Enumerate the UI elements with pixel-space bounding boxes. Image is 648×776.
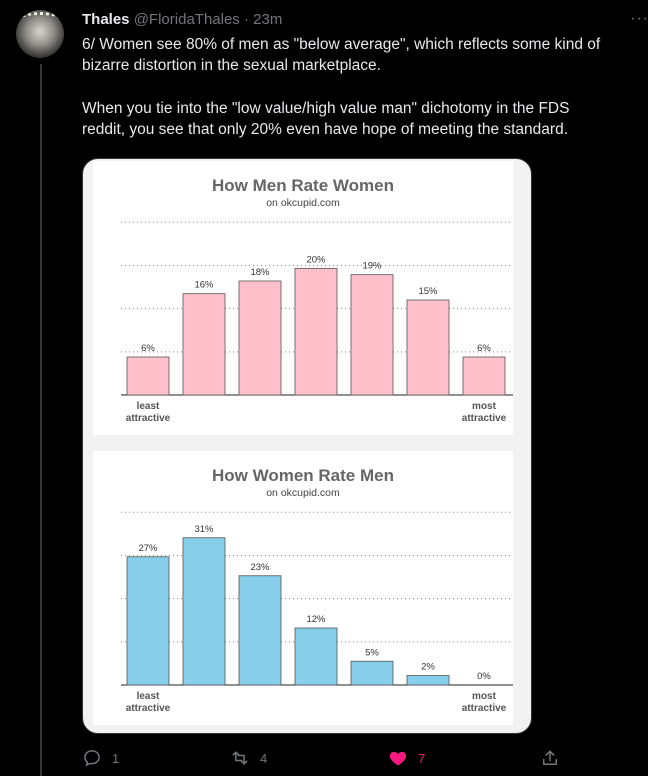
chart-value-label: 18% [250, 267, 270, 278]
chart-bar [182, 537, 226, 686]
chart-value-label: 12% [306, 614, 326, 625]
chart-value-label: 15% [418, 286, 438, 297]
chart-value-label: 19% [362, 261, 382, 272]
chart-axis-label-right: most [472, 691, 497, 702]
chart-subtitle: on okcupid.com [266, 487, 340, 499]
chart-bar [406, 299, 450, 396]
chart-axis-label-right: attractive [462, 703, 507, 714]
chart-bar [238, 575, 282, 686]
display-name[interactable]: Thales [82, 11, 130, 28]
chart-axis-label-left: least [137, 691, 160, 702]
tweet-actions: 1 4 7 [0, 748, 648, 770]
tweet-time[interactable]: 23m [253, 11, 283, 28]
chart-value-label: 31% [194, 524, 214, 535]
chart-axis-label-left: attractive [126, 703, 171, 714]
header-separator: · [239, 11, 254, 28]
like-button[interactable]: 7 [388, 748, 425, 768]
reply-count: 1 [112, 750, 120, 766]
chart-axis-label-right: attractive [462, 413, 507, 424]
chart-value-label: 16% [194, 280, 214, 291]
chart-bar [462, 356, 506, 396]
chart-title: How Women Rate Men [212, 466, 394, 485]
retweet-count: 4 [260, 750, 268, 766]
thread-line [40, 64, 42, 776]
more-options-icon[interactable]: ··· [630, 10, 648, 27]
chart-women-rate-men: How Women Rate Men on okcupid.com 27% 31% 23… [121, 466, 513, 714]
tweet-text-line: reddit, you see that only 20% even have … [82, 121, 568, 138]
retweet-button[interactable]: 4 [230, 748, 267, 768]
chart-bar [350, 274, 394, 396]
chart-bar [294, 267, 338, 396]
chart-title: How Men Rate Women [212, 176, 394, 195]
chart-axis-label-left: least [137, 401, 160, 412]
avatar[interactable] [16, 10, 64, 58]
chart-value-label: 6% [477, 343, 491, 354]
chart-value-label: 5% [365, 647, 379, 658]
tweet-header: Thales @FloridaThales · 23m [82, 10, 282, 30]
tweet-text-line: 6/ Women see 80% of men as "below averag… [82, 36, 601, 53]
chart-bar [406, 675, 450, 686]
heart-icon [389, 751, 407, 766]
chart-men-rate-women: How Men Rate Women on okcupid.com 6% 16% 18%… [121, 176, 513, 424]
like-count: 7 [418, 750, 426, 766]
chart-value-label: 0% [477, 671, 491, 682]
user-handle[interactable]: @FloridaThales [133, 11, 240, 28]
avatar-crown-decoration [22, 12, 58, 26]
chart-bar [126, 556, 170, 686]
chart-value-label: 2% [421, 662, 435, 673]
chart-bar [238, 280, 282, 396]
tweet-text-line: When you tie into the "low value/high va… [82, 100, 570, 117]
chart-value-label: 6% [141, 343, 155, 354]
chart-bar [126, 356, 170, 396]
chart-subtitle: on okcupid.com [266, 197, 340, 209]
chart-panel-women-rate-men: How Women Rate Men on okcupid.com 27% 31% 23… [93, 451, 513, 725]
tweet-text-line: bizarre distortion in the sexual marketp… [82, 57, 381, 74]
chart-value-label: 23% [250, 562, 270, 573]
chart-bar [182, 293, 226, 396]
chart-bar [294, 627, 338, 686]
chart-value-label: 27% [138, 543, 158, 554]
retweet-icon [232, 751, 248, 765]
tweet-text: 6/ Women see 80% of men as "below averag… [82, 34, 648, 140]
chart-bar [350, 660, 394, 686]
reply-icon [84, 750, 100, 767]
chart-axis-label-left: attractive [126, 413, 171, 424]
chart-panel-men-rate-women: How Men Rate Women on okcupid.com 6% 16% 18%… [93, 161, 513, 435]
chart-value-label: 20% [306, 254, 326, 265]
share-icon [543, 750, 557, 765]
reply-button[interactable]: 1 [82, 748, 119, 768]
share-button[interactable] [540, 748, 560, 768]
tweet-media-image[interactable]: How Men Rate Women on okcupid.com 6% 16% 18%… [82, 158, 532, 734]
chart-axis-label-right: most [472, 401, 497, 412]
